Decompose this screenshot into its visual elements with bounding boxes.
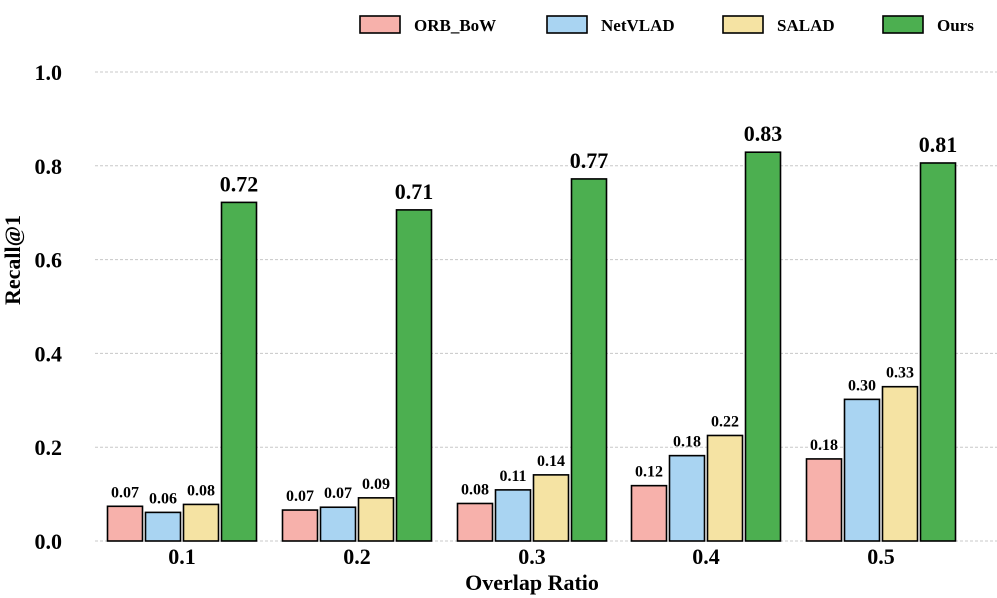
bar-ours-0-3 — [570, 178, 608, 542]
bar-netvlad-0-3 — [494, 489, 532, 542]
value-label: 0.08 — [461, 481, 489, 498]
y-tick-label: 1.0 — [35, 60, 63, 85]
bar-salad-0-3 — [532, 474, 570, 542]
y-axis-ticks: 0.0 0.2 0.4 0.6 0.8 1.0 — [35, 60, 63, 554]
value-label: 0.06 — [149, 490, 177, 507]
x-tick-label: 0.4 — [692, 544, 720, 569]
bar-salad-0-2 — [357, 497, 395, 542]
value-label: 0.11 — [499, 468, 526, 485]
bar-netvlad-0-4 — [668, 454, 706, 542]
bar-netvlad-0-1 — [144, 511, 182, 542]
y-tick-label: 0.0 — [35, 529, 63, 554]
y-tick-label: 0.8 — [35, 154, 63, 179]
y-tick-label: 0.2 — [35, 435, 63, 460]
x-tick-label: 0.1 — [168, 544, 196, 569]
y-axis-label: Recall@1 — [0, 215, 25, 305]
value-label: 0.83 — [744, 121, 783, 146]
bar-orb-bow-0-4 — [630, 484, 668, 542]
bar-orb-bow-0-5 — [805, 458, 843, 542]
value-label: 0.07 — [324, 485, 352, 502]
bar-ours-0-1 — [220, 201, 258, 542]
legend-label-ours: Ours — [937, 16, 974, 35]
x-tick-label: 0.5 — [867, 544, 895, 569]
value-label: 0.07 — [111, 484, 139, 501]
value-label: 0.07 — [286, 488, 314, 505]
legend-label-orb-bow: ORB_BoW — [414, 16, 496, 35]
value-label: 0.77 — [570, 148, 609, 173]
x-axis-ticks: 0.1 0.2 0.3 0.4 0.5 — [168, 544, 895, 569]
legend-swatch-salad — [722, 15, 764, 34]
value-label: 0.81 — [919, 132, 958, 157]
value-label: 0.09 — [362, 476, 390, 493]
bar-salad-0-4 — [706, 434, 744, 542]
legend-label-netvlad: NetVLAD — [601, 16, 675, 35]
value-label: 0.12 — [635, 464, 663, 481]
bar-orb-bow-0-2 — [281, 509, 319, 542]
value-label: 0.72 — [220, 171, 259, 196]
value-label: 0.30 — [848, 377, 876, 394]
legend-label-salad: SALAD — [777, 16, 835, 35]
value-label: 0.18 — [810, 437, 838, 454]
value-label: 0.14 — [537, 453, 565, 470]
bar-ours-0-5 — [919, 162, 957, 542]
bar-orb-bow-0-1 — [106, 505, 144, 542]
value-label: 0.18 — [673, 434, 701, 451]
legend: ORB_BoW NetVLAD SALAD Ours — [359, 15, 974, 35]
value-label: 0.22 — [711, 413, 739, 430]
bar-salad-0-1 — [182, 503, 220, 542]
x-tick-label: 0.2 — [343, 544, 371, 569]
bar-orb-bow-0-3 — [456, 502, 494, 542]
legend-swatch-netvlad — [546, 15, 588, 34]
value-label: 0.71 — [395, 179, 434, 204]
value-label: 0.33 — [886, 365, 914, 382]
bar-netvlad-0-2 — [319, 506, 357, 542]
bars — [106, 151, 957, 542]
bar-ours-0-4 — [744, 151, 782, 542]
bar-ours-0-2 — [395, 209, 433, 542]
y-tick-label: 0.4 — [35, 341, 63, 366]
legend-swatch-ours — [882, 15, 924, 34]
x-tick-label: 0.3 — [518, 544, 546, 569]
value-labels: 0.07 0.06 0.08 0.72 0.07 0.07 0.09 0.71 0.08 0.11… — [111, 121, 957, 507]
bar-netvlad-0-5 — [843, 398, 881, 542]
x-axis-label: Overlap Ratio — [465, 570, 599, 595]
legend-swatch-orb-bow — [359, 15, 401, 34]
bar-salad-0-5 — [881, 385, 919, 542]
value-label: 0.08 — [187, 482, 215, 499]
y-tick-label: 0.6 — [35, 248, 63, 273]
